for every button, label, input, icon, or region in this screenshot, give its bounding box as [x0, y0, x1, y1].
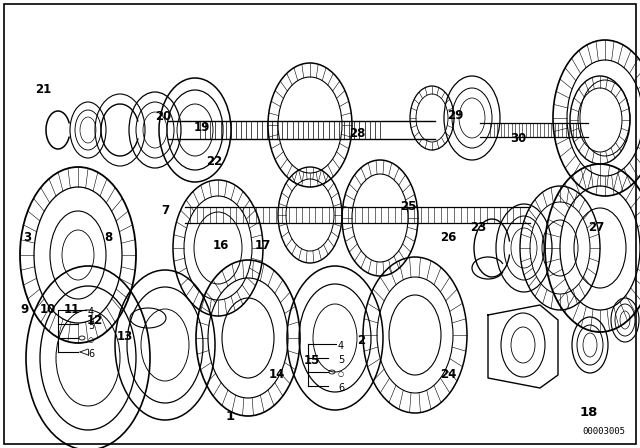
Text: 00003005: 00003005 — [582, 427, 625, 436]
Text: 29: 29 — [447, 109, 464, 122]
Text: 27: 27 — [588, 221, 605, 234]
Text: 15: 15 — [303, 354, 320, 367]
Text: 11: 11 — [63, 302, 80, 316]
Text: 4: 4 — [338, 341, 344, 351]
Text: 21: 21 — [35, 83, 52, 96]
Text: 14: 14 — [268, 367, 285, 381]
Text: 8: 8 — [105, 231, 113, 244]
Text: ○: ○ — [88, 337, 94, 343]
Text: ○: ○ — [338, 371, 344, 377]
Text: 6: 6 — [338, 383, 344, 393]
Text: 9: 9 — [20, 302, 28, 316]
Text: 10: 10 — [40, 302, 56, 316]
Text: 19: 19 — [193, 121, 210, 134]
Text: 2: 2 — [358, 334, 365, 347]
Text: 28: 28 — [349, 127, 365, 140]
Text: 6: 6 — [88, 349, 94, 359]
Text: 1: 1 — [226, 410, 235, 423]
Text: 16: 16 — [212, 239, 229, 252]
Text: 5: 5 — [338, 355, 344, 365]
Text: 7: 7 — [161, 204, 169, 217]
Text: 22: 22 — [206, 155, 223, 168]
Text: 25: 25 — [400, 199, 417, 213]
Text: 24: 24 — [440, 367, 456, 381]
Text: 26: 26 — [440, 231, 456, 244]
Text: 30: 30 — [510, 132, 527, 146]
Text: 3: 3 — [23, 231, 31, 244]
Text: 17: 17 — [254, 239, 271, 252]
Text: 20: 20 — [155, 110, 172, 123]
Text: 5: 5 — [88, 321, 94, 331]
Text: 4: 4 — [88, 307, 94, 317]
Text: 18: 18 — [580, 405, 598, 419]
Text: 12: 12 — [86, 314, 103, 327]
Text: 13: 13 — [116, 329, 133, 343]
Text: 23: 23 — [470, 221, 487, 234]
